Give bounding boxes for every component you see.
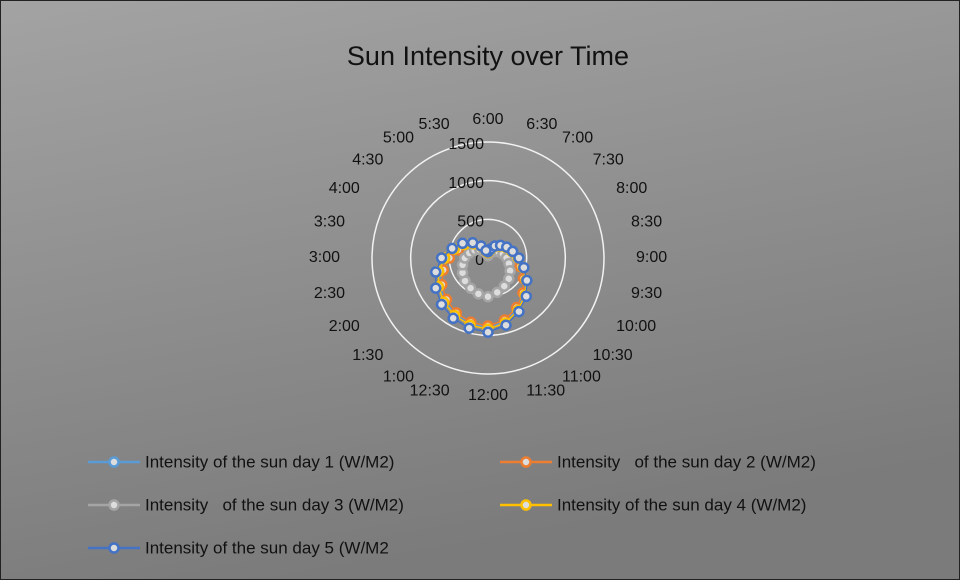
chart-title: Sun Intensity over Time: [347, 41, 629, 71]
legend-marker: [520, 456, 532, 468]
category-label: 1:30: [352, 347, 383, 364]
category-label: 4:30: [352, 152, 383, 169]
category-label: 12:00: [468, 387, 508, 404]
r-tick-label: 1500: [448, 136, 484, 153]
legend-label: Intensity of the sun day 2 (W/M2): [557, 452, 816, 471]
category-label: 8:00: [616, 180, 647, 197]
marker: [482, 326, 494, 338]
marker: [472, 288, 485, 300]
marker: [482, 290, 494, 303]
marker: [463, 322, 475, 334]
category-label: 7:30: [593, 152, 624, 169]
category-label: 9:00: [636, 249, 667, 266]
marker: [446, 242, 458, 255]
marker: [518, 261, 530, 274]
category-label: 3:00: [309, 249, 340, 266]
legend-marker: [108, 499, 120, 511]
marker: [480, 244, 492, 257]
marker: [447, 312, 459, 325]
legend-marker: [108, 456, 120, 468]
category-label: 5:30: [419, 116, 450, 133]
category-label: 5:00: [383, 130, 414, 147]
marker: [520, 290, 533, 303]
r-tick-label: 500: [457, 214, 484, 231]
category-label: 3:30: [314, 214, 345, 231]
grid-ring: [371, 141, 605, 375]
category-label: 1:00: [383, 369, 414, 386]
marker: [498, 280, 510, 292]
legend-label: Intensity of the sun day 4 (W/M2): [557, 495, 806, 514]
r-tick-label: 1000: [448, 175, 484, 192]
legend-label: Intensity of the sun day 1 (W/M2): [145, 452, 394, 471]
marker: [430, 282, 442, 294]
marker: [513, 252, 525, 264]
category-label: 12:30: [410, 383, 450, 400]
marker: [513, 305, 525, 318]
category-label: 4:00: [329, 180, 360, 197]
marker: [429, 266, 442, 278]
category-label: 2:00: [329, 318, 360, 335]
legend-marker: [520, 499, 532, 511]
category-label: 11:30: [526, 383, 565, 400]
category-label: 2:30: [314, 285, 345, 302]
r-tick-label: 0: [475, 252, 484, 269]
marker: [464, 282, 477, 294]
category-label: 8:30: [631, 214, 662, 231]
category-label: 11:00: [562, 369, 601, 386]
legend-label: Intensity of the sun day 3 (W/M2): [145, 495, 404, 514]
category-label: 10:00: [616, 318, 656, 335]
marker: [435, 252, 448, 264]
category-label: 6:00: [472, 111, 503, 128]
category-label: 6:30: [526, 116, 557, 133]
marker: [456, 237, 469, 250]
marker: [500, 319, 512, 331]
marker: [435, 298, 448, 311]
marker: [521, 274, 533, 287]
category-label: 9:30: [631, 285, 662, 302]
category-label: 7:00: [562, 130, 593, 147]
legend-label: Intensity of the sun day 5 (W/M2: [145, 538, 389, 557]
marker: [506, 245, 519, 258]
marker: [491, 286, 503, 299]
category-label: 10:30: [593, 347, 633, 364]
legend-marker: [108, 542, 120, 554]
